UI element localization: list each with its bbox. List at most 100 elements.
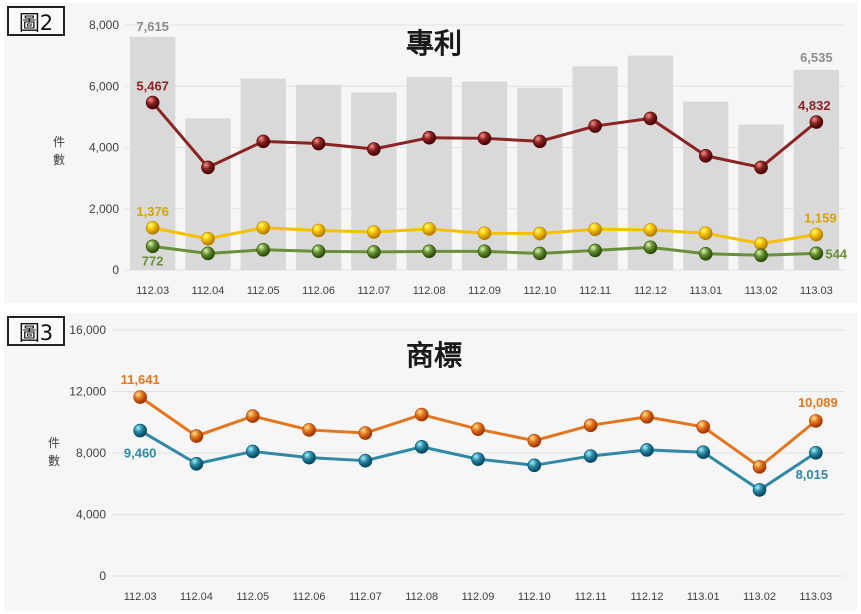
data-point	[584, 419, 597, 432]
x-tick-label: 112.08	[413, 285, 446, 297]
y-tick-label: 4,000	[76, 508, 106, 522]
data-point	[533, 227, 546, 240]
data-point	[367, 143, 380, 156]
x-tick-label: 112.03	[124, 591, 157, 603]
x-tick-label: 112.11	[579, 285, 611, 297]
x-tick-label: 112.03	[136, 285, 169, 297]
x-tick-label: 112.12	[631, 591, 664, 603]
x-tick-label: 112.09	[468, 285, 501, 297]
data-point	[755, 161, 768, 174]
data-label: 7,615	[136, 19, 169, 34]
data-point	[472, 423, 485, 436]
y-tick-label: 8,000	[76, 446, 106, 460]
data-point	[478, 132, 491, 145]
y-tick-label: 12,000	[69, 385, 106, 399]
data-point	[201, 247, 214, 260]
data-point	[303, 451, 316, 464]
x-tick-label: 113.03	[799, 591, 832, 603]
y-axis-label: 數	[48, 454, 60, 468]
y-axis-label: 件	[48, 436, 60, 450]
data-point	[190, 430, 203, 443]
y-tick-label: 0	[112, 263, 119, 277]
data-point	[257, 243, 270, 256]
data-point	[528, 434, 541, 447]
y-tick-label: 8,000	[89, 18, 119, 32]
data-point	[697, 420, 710, 433]
data-point	[146, 221, 159, 234]
data-label: 4,832	[798, 98, 831, 113]
y-axis-label: 數	[53, 153, 65, 167]
data-point	[423, 245, 436, 258]
data-point	[640, 443, 653, 456]
data-point	[755, 237, 768, 250]
data-point	[246, 445, 259, 458]
x-tick-label: 112.07	[357, 285, 390, 297]
data-label: 6,535	[800, 50, 833, 65]
bar	[462, 82, 507, 270]
data-label: 11,641	[121, 372, 160, 387]
data-point	[810, 247, 823, 260]
x-tick-label: 112.06	[293, 591, 326, 603]
x-tick-label: 112.08	[405, 591, 438, 603]
data-point	[312, 137, 325, 150]
data-label: 5,467	[136, 79, 169, 94]
data-label: 10,089	[798, 395, 838, 410]
data-point	[146, 96, 159, 109]
chart-title: 專利	[406, 27, 462, 60]
x-tick-label: 113.02	[745, 285, 778, 297]
data-point	[359, 427, 372, 440]
x-tick-label: 113.03	[800, 285, 833, 297]
trademark-chart-panel: 圖3 04,0008,00012,00016,000件數112.03112.04…	[4, 313, 857, 611]
data-point	[415, 440, 428, 453]
x-tick-label: 112.04	[180, 591, 213, 603]
x-tick-label: 112.05	[236, 591, 269, 603]
data-point	[589, 223, 602, 236]
data-point	[810, 228, 823, 241]
x-tick-label: 112.05	[247, 285, 280, 297]
x-tick-label: 112.12	[634, 285, 667, 297]
data-point	[201, 161, 214, 174]
x-tick-label: 113.01	[687, 591, 720, 603]
x-tick-label: 112.06	[302, 285, 335, 297]
data-point	[810, 116, 823, 129]
y-tick-label: 6,000	[89, 79, 119, 93]
data-point	[367, 245, 380, 258]
data-point	[367, 226, 380, 239]
data-point	[359, 454, 372, 467]
y-axis-label: 件	[53, 135, 65, 149]
bar	[407, 77, 452, 270]
data-point	[640, 410, 653, 423]
data-label: 1,376	[136, 204, 169, 219]
x-tick-label: 113.01	[689, 285, 722, 297]
patent-chart: 0 2,000 4,000 6,000 8,000 件數 112.03 112.04 112.0…	[4, 3, 857, 303]
y-tick-label: 2,000	[89, 202, 119, 216]
figure-label-2: 圖2	[7, 6, 65, 36]
data-point	[809, 414, 822, 427]
bar	[572, 66, 617, 270]
bar	[241, 79, 286, 270]
y-tick-label: 4,000	[89, 141, 119, 155]
data-point	[190, 457, 203, 470]
data-point	[753, 460, 766, 473]
data-point	[584, 450, 597, 463]
patent-chart-panel: 圖2 0 2,000 4,000 6,000 8,000 件數 112.03 112.04 11…	[4, 3, 857, 303]
bar	[130, 37, 175, 270]
x-tick-label: 112.09	[462, 591, 495, 603]
x-tick-label: 112.04	[192, 285, 225, 297]
data-point	[478, 245, 491, 258]
data-label: 544	[825, 246, 847, 261]
data-point	[699, 149, 712, 162]
data-point	[415, 408, 428, 421]
bar	[351, 92, 396, 270]
x-tick-label: 112.11	[575, 591, 607, 603]
x-tick-label: 112.10	[523, 285, 556, 297]
figure-label-3: 圖3	[7, 316, 65, 346]
bar	[517, 88, 562, 270]
chart-title: 商標	[406, 339, 462, 372]
data-label: 9,460	[124, 446, 157, 461]
data-point	[312, 245, 325, 258]
data-point	[478, 227, 491, 240]
data-point	[312, 224, 325, 237]
bar	[296, 85, 341, 270]
data-point	[533, 247, 546, 260]
